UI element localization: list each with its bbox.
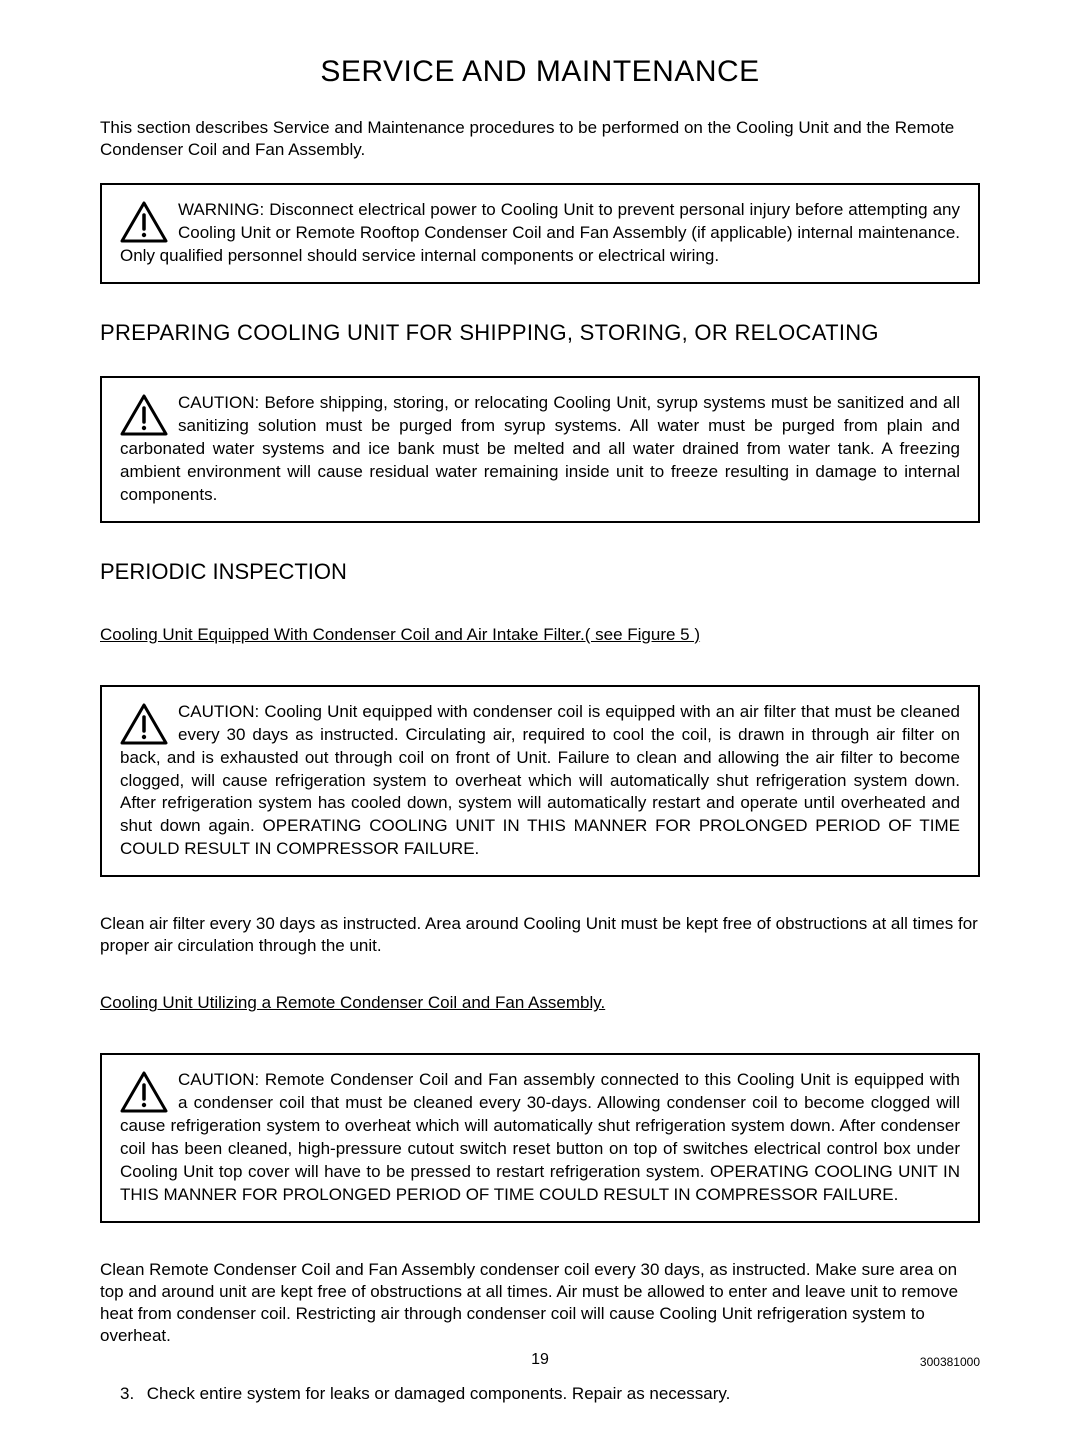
document-page: SERVICE AND MAINTENANCE This section des… <box>0 0 1080 1446</box>
subsection-underline-remote: Cooling Unit Utilizing a Remote Condense… <box>100 993 980 1013</box>
page-title: SERVICE AND MAINTENANCE <box>100 55 980 89</box>
numbered-list-item: 3. Check entire system for leaks or dama… <box>120 1383 980 1405</box>
list-number: 3. <box>120 1383 142 1405</box>
document-number: 300381000 <box>920 1355 980 1369</box>
caution-text-shipping: CAUTION: Before shipping, storing, or re… <box>120 392 960 507</box>
warning-triangle-icon <box>120 1071 168 1113</box>
warning-triangle-icon <box>120 394 168 436</box>
warning-triangle-icon <box>120 703 168 745</box>
body-paragraph-filter: Clean air filter every 30 days as instru… <box>100 913 980 957</box>
caution-text-filter: CAUTION: Cooling Unit equipped with cond… <box>120 701 960 862</box>
warning-triangle-icon <box>120 201 168 243</box>
subsection-underline-filter: Cooling Unit Equipped With Condenser Coi… <box>100 625 980 645</box>
caution-box-remote: CAUTION: Remote Condenser Coil and Fan a… <box>100 1053 980 1223</box>
list-text: Check entire system for leaks or damaged… <box>147 1384 731 1403</box>
body-paragraph-remote: Clean Remote Condenser Coil and Fan Asse… <box>100 1259 980 1347</box>
section-heading-preparing: PREPARING COOLING UNIT FOR SHIPPING, STO… <box>100 320 980 346</box>
caution-text-remote: CAUTION: Remote Condenser Coil and Fan a… <box>120 1069 960 1207</box>
page-number: 19 <box>0 1351 1080 1369</box>
caution-box-shipping: CAUTION: Before shipping, storing, or re… <box>100 376 980 523</box>
intro-paragraph: This section describes Service and Maint… <box>100 117 980 161</box>
warning-box: WARNING: Disconnect electrical power to … <box>100 183 980 284</box>
caution-box-filter: CAUTION: Cooling Unit equipped with cond… <box>100 685 980 878</box>
warning-text: WARNING: Disconnect electrical power to … <box>120 199 960 268</box>
section-heading-periodic: PERIODIC INSPECTION <box>100 559 980 585</box>
